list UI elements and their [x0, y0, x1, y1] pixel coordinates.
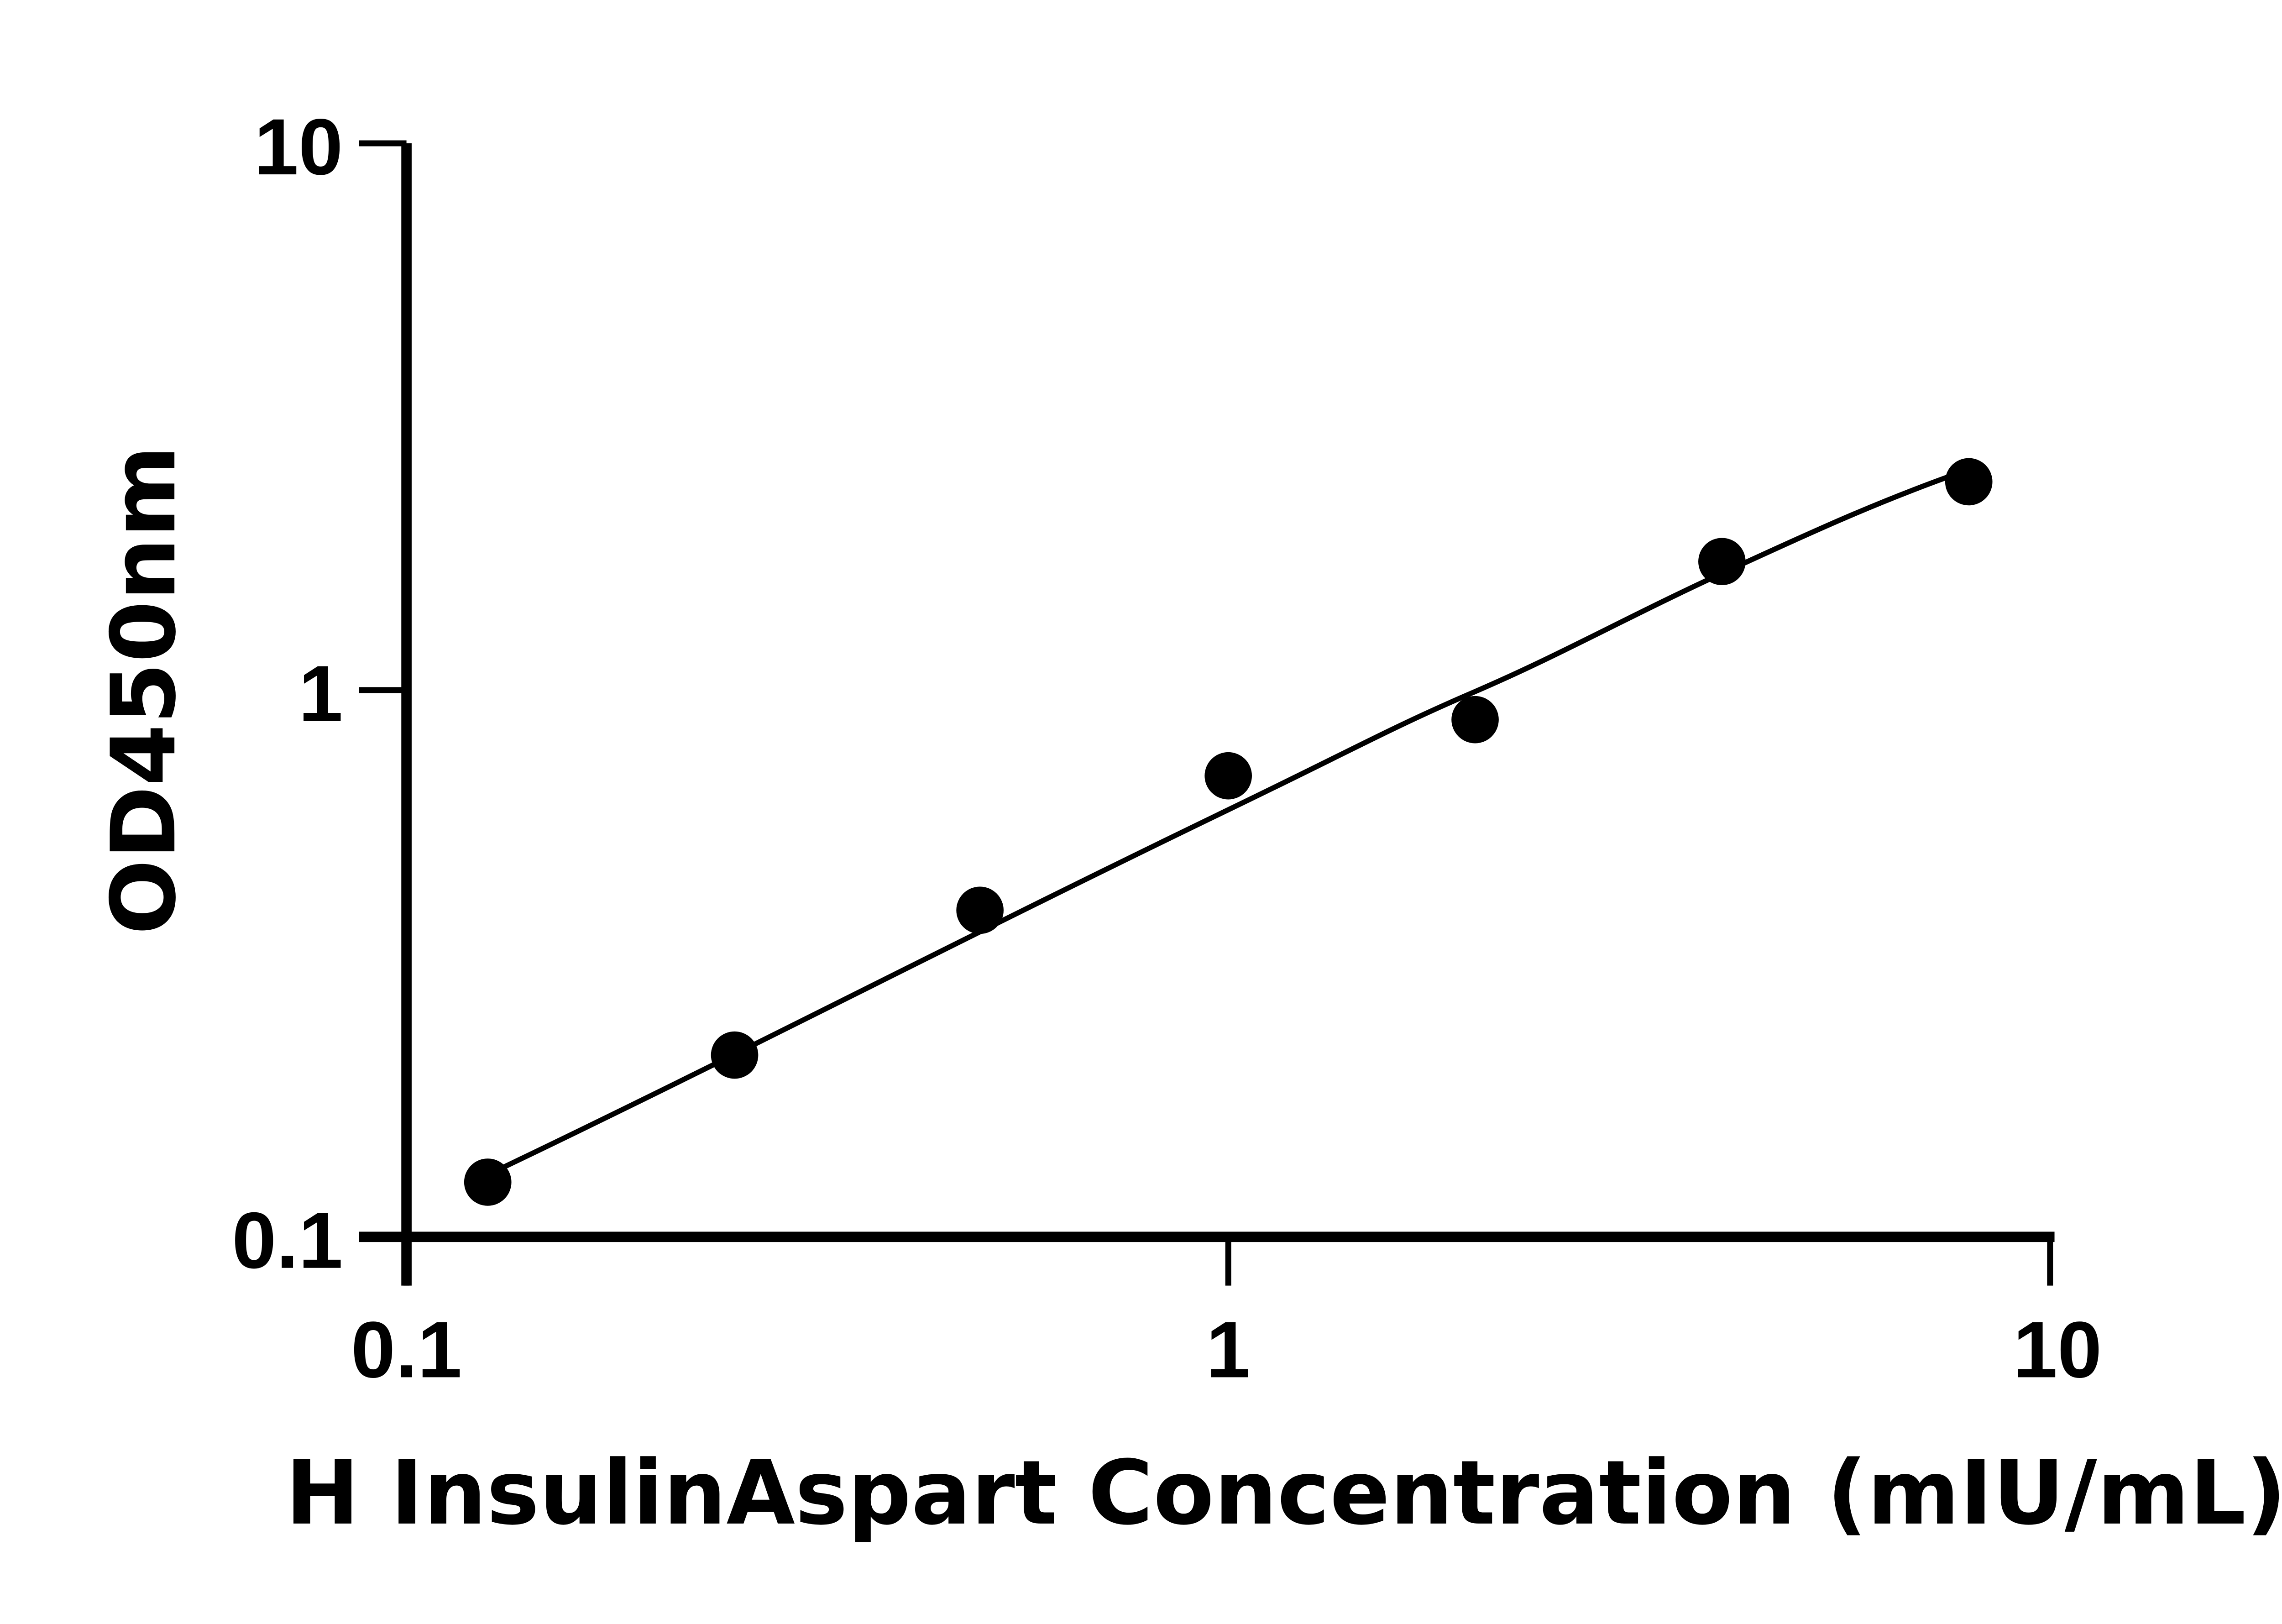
data-point [956, 886, 1004, 934]
x-tick-0-1: 0.1 [351, 1305, 462, 1394]
y-tick-0-1: 0.1 [232, 1196, 343, 1285]
data-point [1451, 696, 1499, 744]
y-tick-1: 1 [298, 650, 343, 739]
y-axis-ticks [359, 140, 407, 1240]
x-axis-ticks [403, 1236, 2053, 1286]
y-tick-10: 10 [254, 103, 343, 192]
x-tick-10: 10 [2013, 1305, 2102, 1394]
data-point [1945, 458, 1993, 506]
data-point [464, 1158, 512, 1206]
data-point [1698, 538, 1746, 586]
x-axis-title: H InsulinAspart Concentration (mIU/mL) [285, 1441, 2282, 1545]
x-tick-1: 1 [1206, 1305, 1251, 1394]
data-points [464, 458, 1993, 1206]
data-point [711, 1031, 759, 1079]
data-point [1204, 752, 1252, 800]
y-axis-title: OD450nm [92, 445, 195, 935]
